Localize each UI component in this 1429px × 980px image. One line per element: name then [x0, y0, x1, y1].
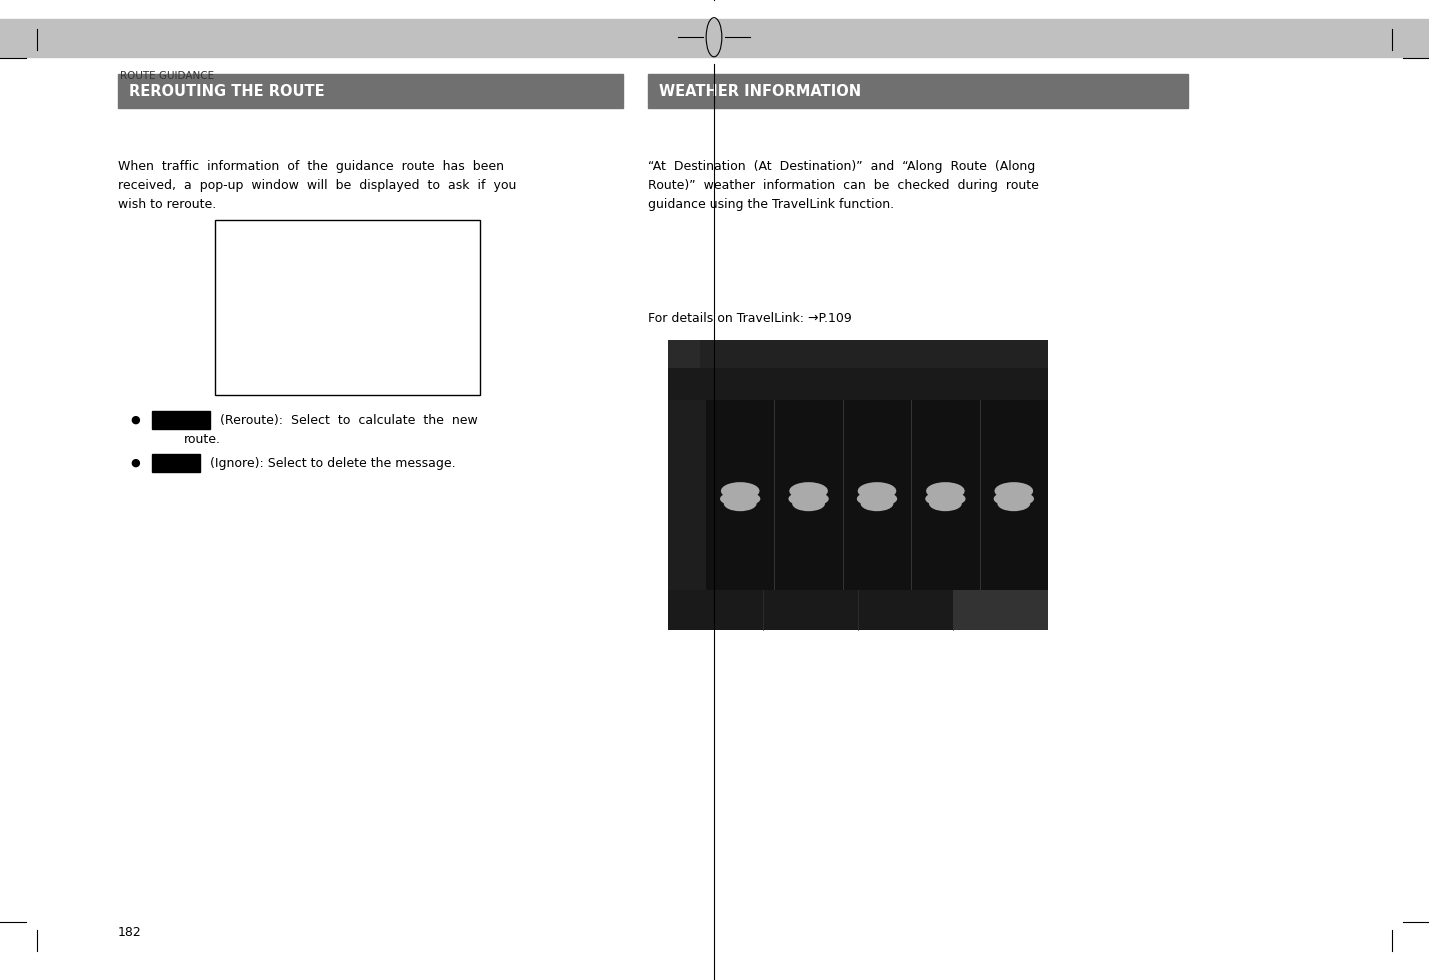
- Bar: [0, 19, 1429, 57]
- Text: Along Route: Along Route: [672, 521, 702, 526]
- Text: sxm: sxm: [1029, 351, 1043, 357]
- Text: 62°: 62°: [869, 437, 886, 447]
- Text: For details on TravelLink: →P.109: For details on TravelLink: →P.109: [647, 312, 852, 325]
- Text: 182: 182: [119, 925, 141, 939]
- Text: received,  a  pop-up  window  will  be  displayed  to  ask  if  you: received, a pop-up window will be displa…: [119, 179, 516, 192]
- Ellipse shape: [993, 492, 1023, 506]
- Text: (Ignore): Select to delete the message.: (Ignore): Select to delete the message.: [210, 457, 456, 469]
- Text: 64°: 64°: [732, 437, 749, 447]
- Ellipse shape: [789, 482, 827, 500]
- Text: chance of Rain: chance of Rain: [722, 564, 759, 569]
- Bar: [647, 74, 1187, 108]
- Text: ANN ARB...: ANN ARB...: [723, 416, 757, 421]
- Ellipse shape: [732, 492, 760, 506]
- Bar: [151, 411, 210, 429]
- Text: chance of Rain: chance of Rain: [996, 564, 1032, 569]
- Text: Locations: Locations: [1010, 381, 1043, 387]
- Ellipse shape: [929, 496, 962, 512]
- Ellipse shape: [792, 496, 825, 512]
- Ellipse shape: [869, 492, 897, 506]
- Text: KALAMAZ...: KALAMAZ...: [859, 416, 895, 421]
- Bar: [214, 220, 480, 395]
- Ellipse shape: [800, 492, 829, 506]
- Text: ROUTE GUIDANCE: ROUTE GUIDANCE: [120, 71, 214, 81]
- Bar: [667, 590, 1047, 630]
- Text: ●: ●: [130, 458, 140, 468]
- Text: Sports: Sports: [799, 613, 822, 619]
- Text: 25%: 25%: [1003, 544, 1023, 553]
- Text: 20%: 20%: [799, 544, 819, 553]
- Text: chance of Rain: chance of Rain: [859, 564, 895, 569]
- Text: Stocks: Stocks: [895, 613, 917, 619]
- Text: 5 day: 5 day: [679, 426, 694, 431]
- Ellipse shape: [1005, 492, 1035, 506]
- Text: ⌂: ⌂: [680, 348, 687, 361]
- Ellipse shape: [857, 482, 896, 500]
- Text: Ignore: Ignore: [156, 458, 196, 468]
- Ellipse shape: [725, 496, 756, 512]
- Bar: [119, 74, 623, 108]
- Ellipse shape: [789, 492, 817, 506]
- Text: WEATHER INFORMATION: WEATHER INFORMATION: [659, 83, 862, 99]
- Ellipse shape: [720, 492, 749, 506]
- Text: ∧: ∧: [683, 569, 692, 580]
- Ellipse shape: [857, 492, 886, 506]
- Text: chance of Rain: chance of Rain: [927, 564, 963, 569]
- Ellipse shape: [720, 482, 759, 500]
- Text: When  traffic  information  of  the  guidance  route  has  been: When traffic information of the guidance…: [119, 160, 504, 173]
- Ellipse shape: [995, 482, 1033, 500]
- Ellipse shape: [926, 482, 965, 500]
- Text: REROUTING THE ROUTE: REROUTING THE ROUTE: [130, 83, 324, 99]
- Text: 59°: 59°: [1005, 437, 1022, 447]
- Text: Route)”  weather  information  can  be  checked  during  route: Route)” weather information can be check…: [647, 179, 1039, 192]
- Text: Fuel Prices: Fuel Prices: [697, 613, 735, 619]
- Bar: [151, 454, 200, 472]
- Text: route.: route.: [183, 432, 220, 446]
- Bar: [953, 590, 1047, 630]
- Text: 20%: 20%: [867, 544, 887, 553]
- Text: guidance using the TravelLink function.: guidance using the TravelLink function.: [647, 198, 895, 211]
- Bar: [667, 340, 1047, 368]
- Text: Ski Report: Ski Report: [673, 483, 702, 488]
- Text: wish to reroute.: wish to reroute.: [119, 198, 216, 211]
- Bar: [667, 400, 706, 590]
- Text: chance of Rain: chance of Rain: [790, 564, 826, 569]
- Text: JACKSON: JACKSON: [795, 416, 823, 421]
- Bar: [667, 340, 700, 368]
- Text: 62°: 62°: [800, 437, 817, 447]
- Text: ☁ ✦ ▌▌: ☁ ✦ ▌▌: [945, 351, 970, 357]
- Ellipse shape: [925, 492, 955, 506]
- Text: 20%: 20%: [730, 544, 750, 553]
- Ellipse shape: [860, 496, 893, 512]
- Ellipse shape: [997, 496, 1030, 512]
- Text: NEW BUF...: NEW BUF...: [929, 416, 963, 421]
- Bar: [667, 340, 1047, 630]
- Text: ●: ●: [130, 415, 140, 425]
- Text: Weather: Weather: [986, 613, 1015, 619]
- Text: 25%: 25%: [936, 544, 956, 553]
- Text: Along Route: Along Route: [706, 377, 792, 390]
- Text: (Reroute):  Select  to  calculate  the  new: (Reroute): Select to calculate the new: [220, 414, 477, 426]
- Text: Reroute: Reroute: [156, 415, 206, 425]
- Text: CALUMET...: CALUMET...: [996, 416, 1032, 421]
- Text: 61°: 61°: [937, 437, 955, 447]
- Text: Travel Link  ›  Weather: Travel Link › Weather: [717, 350, 805, 359]
- Ellipse shape: [936, 492, 966, 506]
- Bar: [667, 368, 1047, 400]
- Text: “At  Destination  (At  Destination)”  and  “Along  Route  (Along: “At Destination (At Destination)” and “A…: [647, 160, 1035, 173]
